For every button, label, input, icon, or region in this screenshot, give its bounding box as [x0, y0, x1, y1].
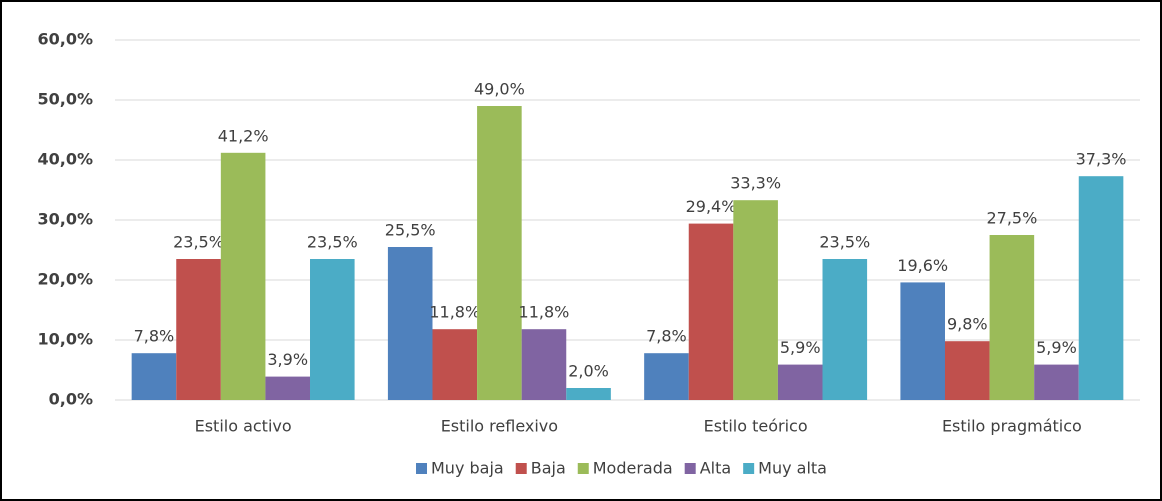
legend-swatch	[515, 463, 527, 474]
legend-label: Moderada	[593, 459, 673, 478]
bar	[265, 376, 311, 400]
x-tick-label: Estilo teórico	[704, 417, 808, 436]
value-label: 7,8%	[646, 327, 687, 346]
legend-swatch	[743, 463, 755, 474]
bar	[944, 341, 990, 400]
bar	[176, 259, 221, 400]
value-label: 2,0%	[568, 362, 609, 381]
x-tick-label: Estilo activo	[195, 417, 292, 436]
y-tick-label: 10,0%	[37, 330, 93, 349]
legend-label: Alta	[700, 459, 731, 478]
bar	[521, 329, 567, 400]
bar	[900, 282, 945, 400]
value-label: 5,9%	[1036, 338, 1077, 357]
value-label: 25,5%	[385, 221, 436, 240]
value-label: 49,0%	[474, 80, 525, 99]
value-label: 23,5%	[173, 233, 224, 252]
value-label: 37,3%	[1076, 150, 1127, 169]
value-label: 23,5%	[819, 233, 870, 252]
value-label: 23,5%	[307, 233, 358, 252]
bar	[566, 388, 611, 400]
bar	[777, 364, 823, 400]
value-label: 5,9%	[780, 338, 821, 357]
x-tick-label: Estilo pragmático	[942, 417, 1082, 436]
bar	[1034, 364, 1079, 400]
value-label: 3,9%	[267, 350, 308, 369]
x-tick-label: Estilo reflexivo	[441, 417, 558, 436]
bar	[688, 223, 734, 400]
bar	[1078, 176, 1124, 400]
bar	[387, 247, 433, 400]
bar	[733, 200, 778, 400]
legend-swatch	[416, 463, 428, 474]
bar	[310, 259, 355, 400]
bar	[477, 106, 522, 400]
legend-swatch	[577, 463, 589, 474]
legend-label: Muy alta	[758, 459, 827, 478]
y-tick-label: 0,0%	[49, 390, 93, 409]
value-label: 11,8%	[429, 303, 480, 322]
bar	[822, 259, 868, 400]
bar	[131, 353, 177, 400]
bar	[220, 152, 266, 400]
y-tick-label: 60,0%	[37, 30, 93, 49]
value-label: 29,4%	[686, 197, 737, 216]
bar	[432, 329, 478, 400]
value-label: 7,8%	[134, 327, 175, 346]
legend-label: Muy baja	[431, 459, 504, 478]
legend-label: Baja	[531, 459, 566, 478]
value-label: 9,8%	[947, 315, 988, 334]
legend-swatch	[684, 463, 696, 474]
y-tick-label: 20,0%	[37, 270, 93, 289]
value-label: 19,6%	[897, 256, 948, 275]
y-tick-label: 50,0%	[37, 90, 93, 109]
value-label: 33,3%	[730, 174, 781, 193]
value-label: 41,2%	[218, 126, 269, 145]
bar	[989, 235, 1035, 400]
y-tick-label: 40,0%	[37, 150, 93, 169]
value-label: 11,8%	[519, 303, 570, 322]
bar	[644, 353, 689, 400]
y-tick-label: 30,0%	[37, 210, 93, 229]
value-label: 27,5%	[986, 209, 1037, 228]
